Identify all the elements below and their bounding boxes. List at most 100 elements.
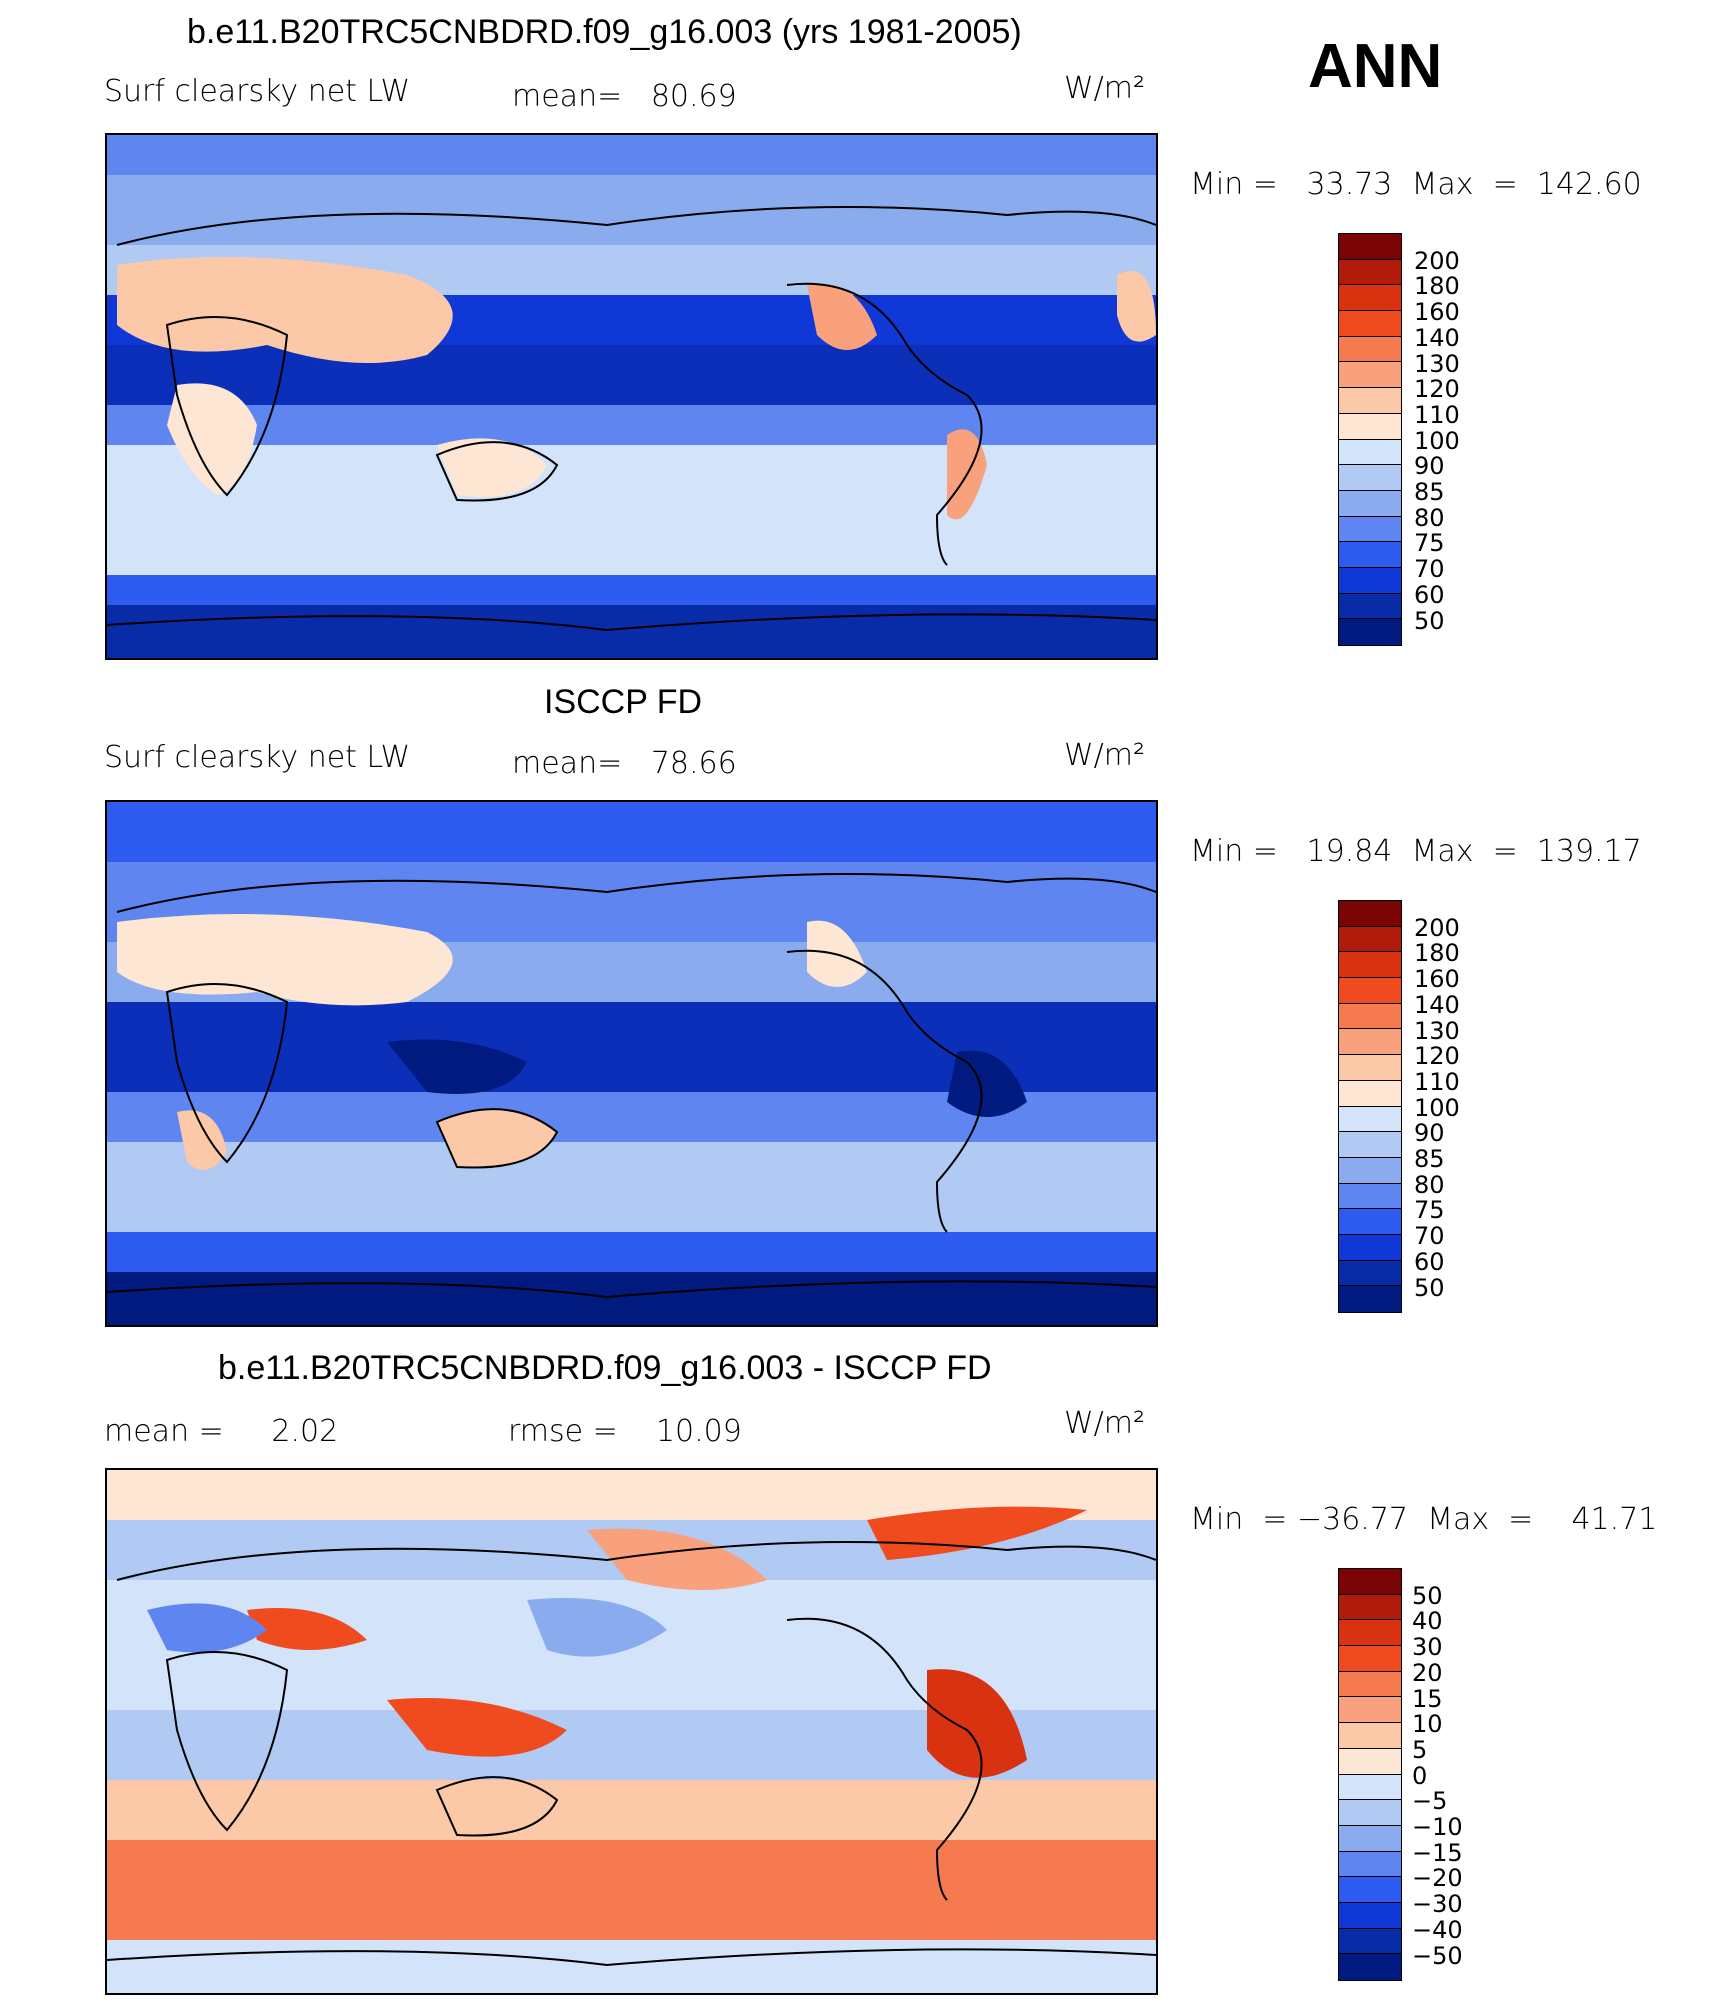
colorbar-tick-label: 15	[1412, 1684, 1443, 1713]
panel2-colorbar	[1338, 900, 1402, 1313]
colorbar-swatch	[1339, 1671, 1401, 1698]
panel3-rmse: rmse = 10.09	[508, 1414, 742, 1449]
colorbar-tick-label: 90	[1414, 452, 1445, 481]
colorbar-swatch	[1339, 388, 1401, 414]
colorbar-tick-label: 30	[1412, 1633, 1443, 1662]
colorbar-tick-label: −40	[1412, 1915, 1463, 1944]
colorbar-swatch	[1339, 1234, 1401, 1261]
colorbar-tick-label: 140	[1414, 323, 1460, 352]
colorbar-swatch	[1339, 1646, 1401, 1672]
colorbar-tick-label: 130	[1414, 1016, 1460, 1045]
colorbar-swatch	[1339, 1183, 1401, 1210]
colorbar-tick-label: 70	[1414, 555, 1445, 584]
panel2-mean: mean= 78.66	[512, 746, 737, 781]
colorbar-swatch	[1339, 978, 1401, 1004]
colorbar-tick-label: −30	[1412, 1890, 1463, 1919]
colorbar-tick-label: 60	[1414, 1247, 1445, 1276]
colorbar-tick-label: 5	[1412, 1735, 1428, 1764]
colorbar-swatch	[1339, 413, 1401, 440]
colorbar-swatch	[1339, 465, 1401, 491]
panel1-map	[105, 133, 1158, 660]
panel2-title: ISCCP FD	[544, 683, 703, 721]
colorbar-tick-label: 75	[1414, 1196, 1445, 1225]
colorbar-tick-label: 100	[1414, 426, 1460, 455]
panel1-title: b.e11.B20TRC5CNBDRD.f09_g16.003 (yrs 198…	[187, 13, 1022, 51]
colorbar-swatch	[1339, 285, 1401, 312]
colorbar-swatch	[1339, 311, 1401, 337]
colorbar-swatch	[1339, 1157, 1401, 1184]
colorbar-tick-label: 10	[1412, 1710, 1443, 1739]
colorbar-swatch	[1339, 1748, 1401, 1775]
colorbar-swatch	[1339, 1594, 1401, 1621]
colorbar-tick-label: −5	[1412, 1787, 1448, 1816]
colorbar-tick-label: −15	[1412, 1838, 1463, 1867]
colorbar-swatch	[1339, 926, 1401, 953]
colorbar-tick-label: 110	[1414, 1067, 1460, 1096]
colorbar-tick-label: 50	[1412, 1581, 1443, 1610]
colorbar-swatch	[1339, 1877, 1401, 1903]
panel1-colorbar	[1338, 233, 1402, 646]
colorbar-tick-label: 80	[1414, 1170, 1445, 1199]
panel3-map	[105, 1468, 1158, 1995]
colorbar-swatch	[1339, 234, 1401, 260]
colorbar-swatch	[1339, 1825, 1401, 1852]
colorbar-tick-label: 110	[1414, 400, 1460, 429]
colorbar-tick-label: 85	[1414, 478, 1445, 506]
colorbar-swatch	[1339, 259, 1401, 286]
colorbar-swatch	[1339, 567, 1401, 594]
colorbar-tick-label: 75	[1414, 529, 1445, 558]
colorbar-tick-label: 40	[1412, 1607, 1443, 1636]
colorbar-tick-label: 20	[1412, 1658, 1443, 1687]
colorbar-swatch	[1339, 1080, 1401, 1107]
colorbar-tick-label: 140	[1414, 990, 1460, 1019]
colorbar-tick-label: 80	[1414, 503, 1445, 532]
colorbar-tick-label: 85	[1414, 1145, 1445, 1173]
colorbar-swatch	[1339, 1132, 1401, 1158]
colorbar-tick-label: 160	[1414, 965, 1460, 994]
panel2-map	[105, 800, 1158, 1327]
colorbar-tick-label: 180	[1414, 939, 1460, 968]
colorbar-swatch	[1339, 1697, 1401, 1724]
panel1-units: W/m²	[1064, 71, 1146, 106]
panel2-minmax: Min = 19.84 Max = 139.17	[1190, 834, 1642, 869]
season-label: ANN	[1308, 32, 1443, 101]
colorbar-tick-label: 160	[1414, 298, 1460, 327]
colorbar-swatch	[1339, 1260, 1401, 1287]
colorbar-swatch	[1339, 619, 1401, 645]
colorbar-swatch	[1339, 901, 1401, 927]
colorbar-swatch	[1339, 1055, 1401, 1081]
colorbar-swatch	[1339, 1723, 1401, 1749]
colorbar-swatch	[1339, 593, 1401, 620]
colorbar-tick-label: 130	[1414, 349, 1460, 378]
colorbar-swatch	[1339, 1106, 1401, 1133]
colorbar-tick-label: −50	[1412, 1941, 1463, 1970]
panel3-units: W/m²	[1064, 1406, 1146, 1441]
colorbar-tick-label: 70	[1414, 1222, 1445, 1251]
colorbar-tick-label: 200	[1414, 246, 1460, 275]
colorbar-swatch	[1339, 952, 1401, 979]
colorbar-swatch	[1339, 1029, 1401, 1056]
colorbar-tick-label: 120	[1414, 375, 1460, 404]
panel3-minmax: Min = −36.77 Max = 41.71	[1190, 1502, 1658, 1537]
panel3-colorbar	[1338, 1568, 1402, 1981]
panel3-mean: mean = 2.02	[104, 1414, 339, 1449]
colorbar-tick-label: 90	[1414, 1119, 1445, 1148]
panel2-variable: Surf clearsky net LW	[104, 740, 411, 775]
colorbar-swatch	[1339, 439, 1401, 466]
colorbar-tick-label: −10	[1412, 1813, 1463, 1841]
colorbar-swatch	[1339, 1620, 1401, 1647]
colorbar-tick-label: 120	[1414, 1042, 1460, 1071]
colorbar-swatch	[1339, 1851, 1401, 1878]
colorbar-swatch	[1339, 1774, 1401, 1801]
colorbar-swatch	[1339, 542, 1401, 568]
colorbar-tick-label: −20	[1412, 1864, 1463, 1893]
panel3-title: b.e11.B20TRC5CNBDRD.f09_g16.003 - ISCCP …	[218, 1349, 992, 1387]
colorbar-tick-label: 100	[1414, 1093, 1460, 1122]
colorbar-swatch	[1339, 1003, 1401, 1030]
panel1-variable: Surf clearsky net LW	[104, 74, 411, 109]
colorbar-tick-label: 200	[1414, 913, 1460, 942]
colorbar-swatch	[1339, 1800, 1401, 1826]
colorbar-swatch	[1339, 1928, 1401, 1955]
colorbar-swatch	[1339, 362, 1401, 389]
panel1-minmax: Min = 33.73 Max = 142.60	[1190, 167, 1642, 202]
